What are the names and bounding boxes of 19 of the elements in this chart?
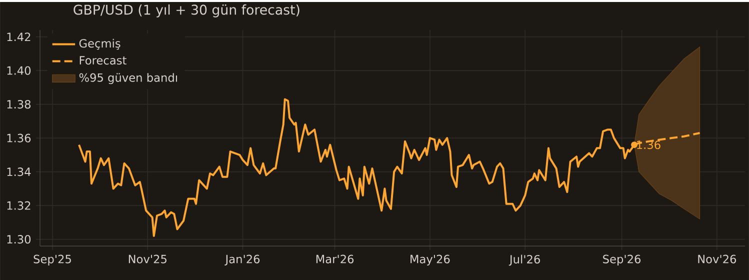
legend-label: Forecast xyxy=(80,56,126,65)
y-tick-label: 1.40 xyxy=(7,66,31,75)
x-tick-label: Nov'25 xyxy=(128,254,166,264)
y-tick-label: 1.32 xyxy=(7,201,30,210)
y-tick-label: 1.34 xyxy=(7,168,31,176)
y-tick-label: 1.42 xyxy=(7,32,30,41)
x-tick-label: Nov'26 xyxy=(698,254,736,264)
x-tick-label: Jul'26 xyxy=(508,254,540,266)
x-tick-label: May'26 xyxy=(410,254,450,266)
y-tick-label: 1.36 xyxy=(7,134,31,142)
x-tick-label: Sep'25 xyxy=(34,254,71,266)
x-tick-label: Mar'26 xyxy=(316,254,354,264)
y-tick-label: 1.38 xyxy=(7,100,31,109)
legend-label: Geçmiş xyxy=(79,38,120,50)
x-tick-label: Jan'26 xyxy=(224,254,260,266)
y-tick-label: 1.30 xyxy=(7,235,31,244)
legend-label: %95 güven bandı xyxy=(79,73,177,84)
chart-title: GBP/USD (1 yıl + 30 gün forecast) xyxy=(74,4,300,18)
x-tick-label: Sep'26 xyxy=(603,254,641,266)
